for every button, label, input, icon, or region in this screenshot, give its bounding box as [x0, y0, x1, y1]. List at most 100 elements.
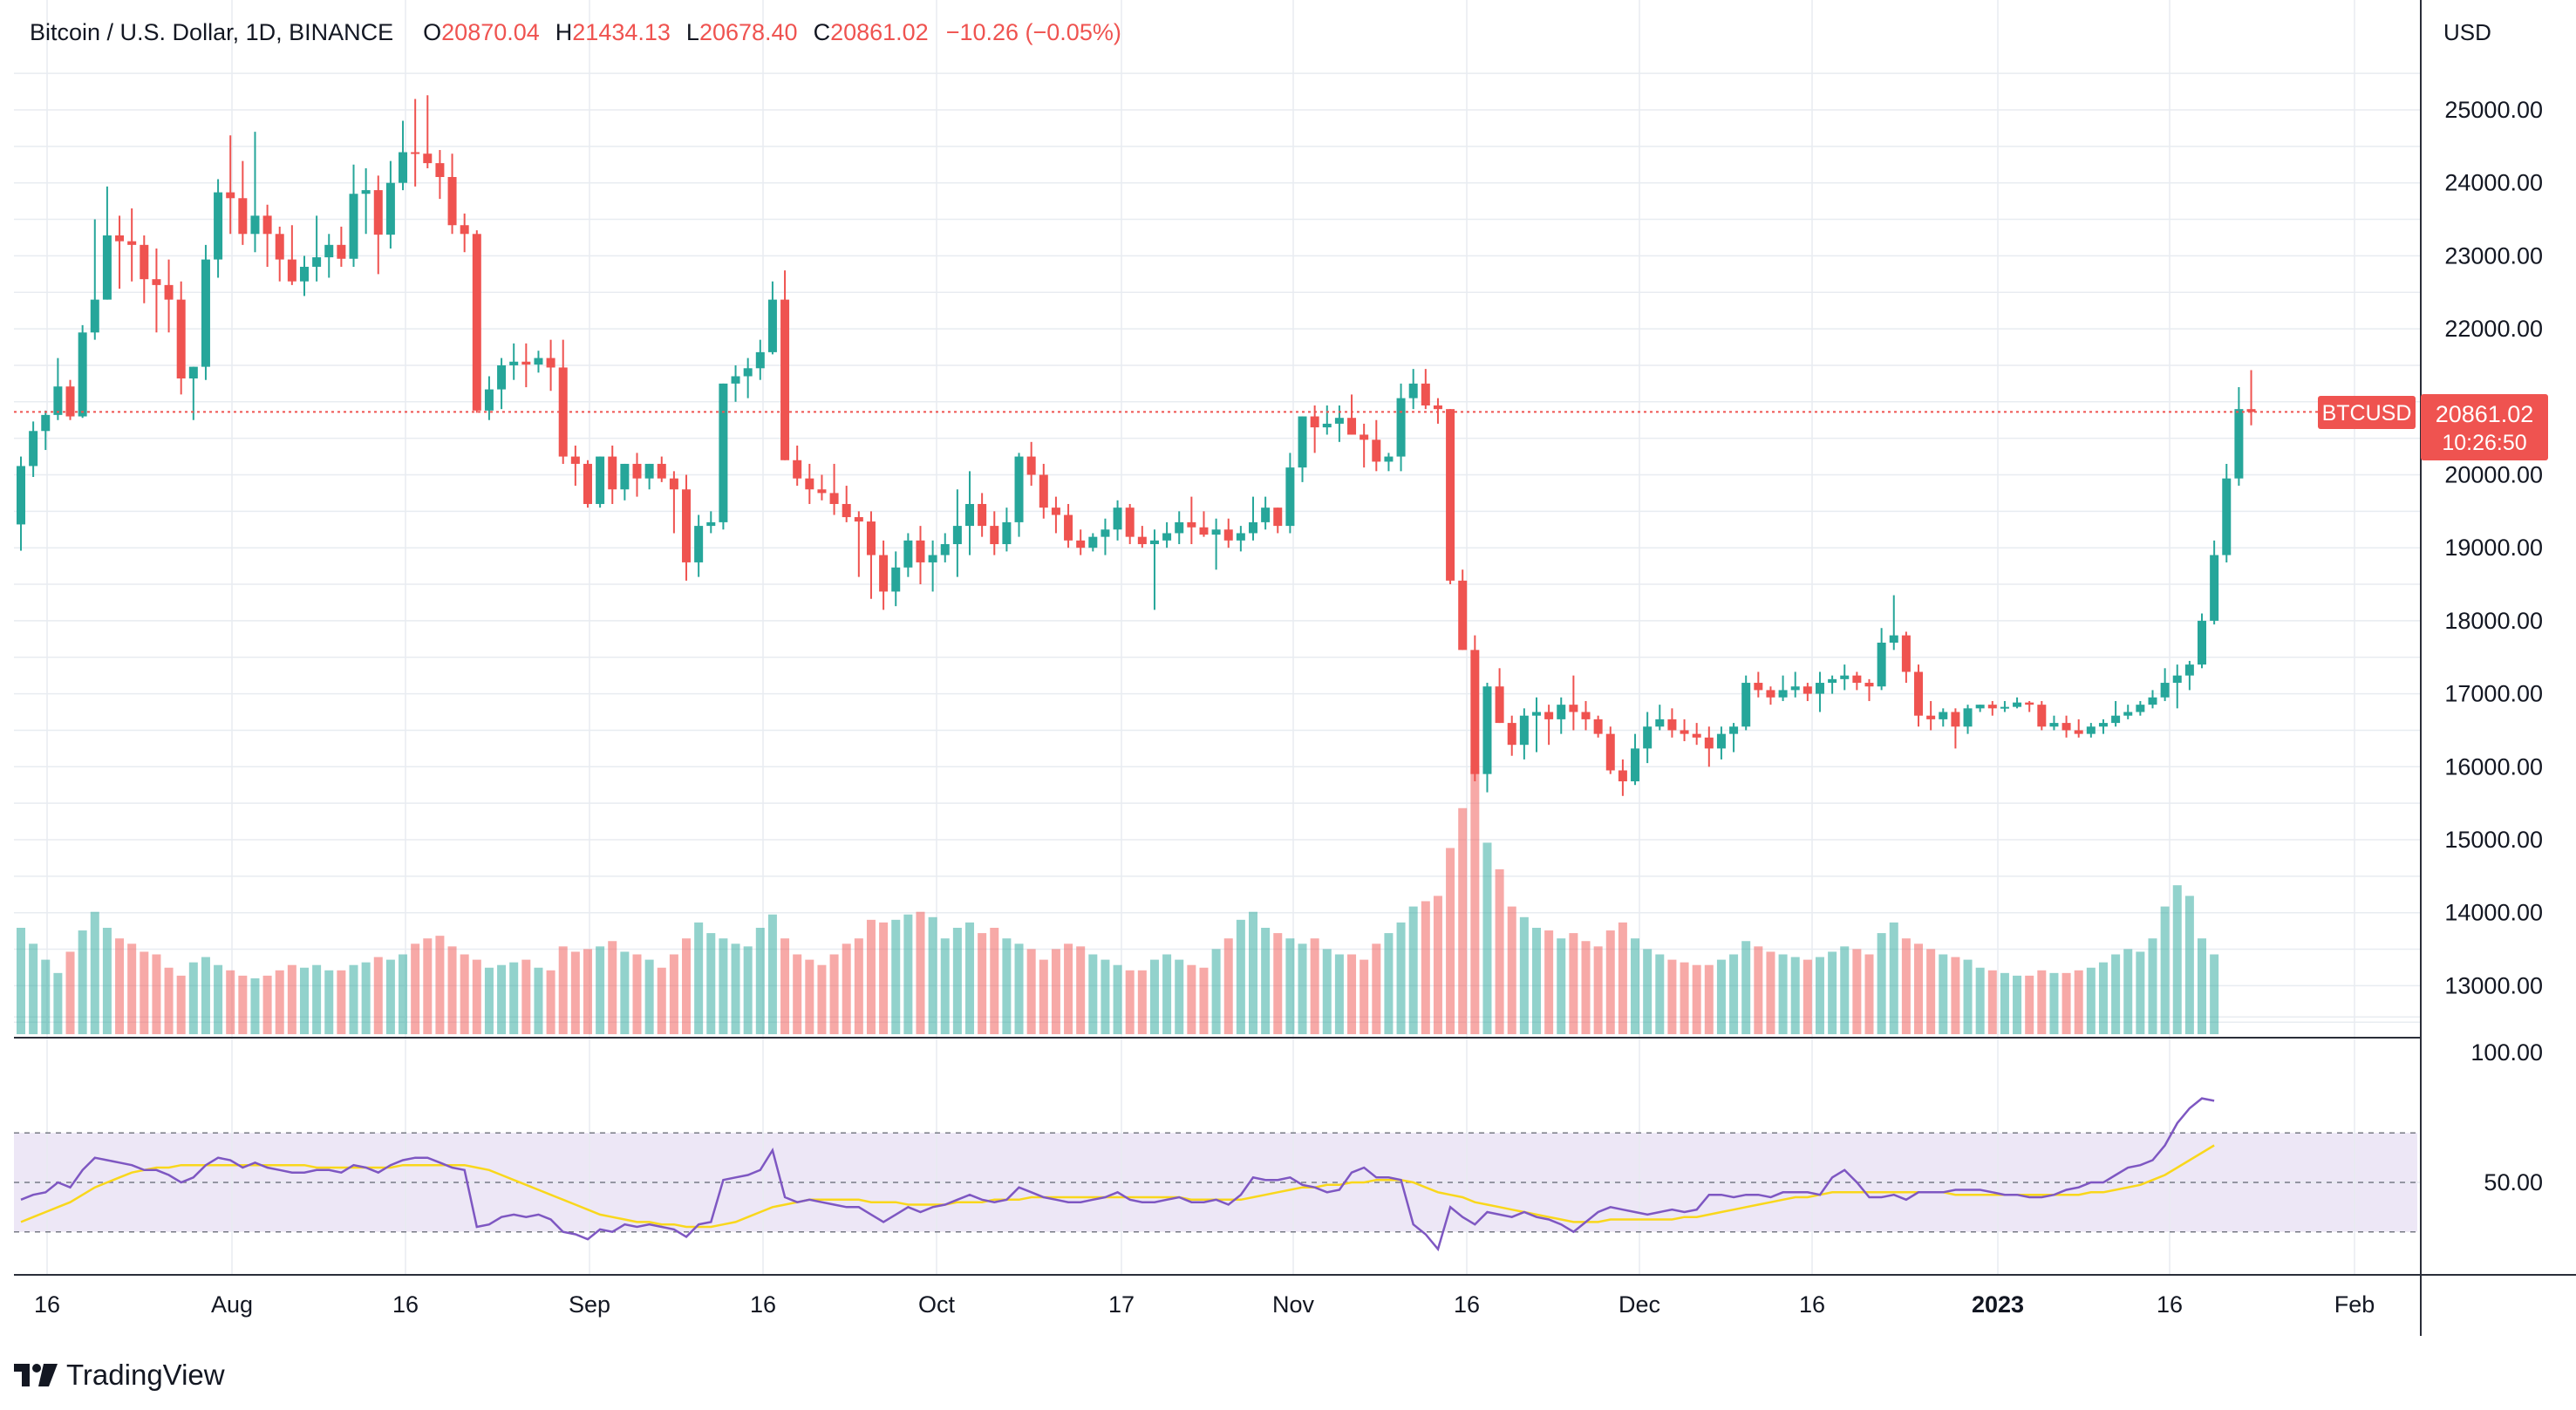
candle-body [1631, 748, 1640, 782]
grid-layer [14, 0, 2421, 1275]
volume-bar [1643, 949, 1653, 1034]
volume-bar [780, 938, 790, 1034]
candle-body [164, 284, 174, 300]
candle-body [1372, 439, 1381, 462]
candle-body [1618, 770, 1627, 782]
candle-body [2098, 723, 2108, 727]
volume-bar [854, 938, 863, 1034]
volume-bar [620, 951, 630, 1034]
candle-body [978, 503, 987, 527]
candle-layer [17, 95, 2256, 796]
price-tick-label: 18000.00 [2444, 608, 2543, 634]
time-tick-label: 16 [1799, 1291, 1825, 1318]
candle-body [558, 367, 568, 457]
candle-body [879, 555, 889, 592]
volume-bar [29, 943, 38, 1034]
volume-bar [2111, 954, 2121, 1034]
candle-body [472, 234, 481, 411]
time-tick-label: Feb [2334, 1291, 2375, 1318]
volume-bar [1754, 946, 1763, 1034]
volume-bar [965, 922, 975, 1034]
volume-bar [411, 943, 420, 1034]
volume-bar [385, 959, 395, 1034]
candle-body [1249, 521, 1257, 534]
candle-body [583, 463, 592, 504]
candle-body [349, 194, 358, 259]
candle-body [201, 259, 210, 367]
volume-bar [2037, 970, 2047, 1034]
volume-bar [17, 928, 25, 1034]
change-value: −10.26 (−0.05%) [945, 19, 1121, 45]
time-tick-label: Aug [211, 1291, 253, 1318]
price-tick-label: 25000.00 [2444, 97, 2543, 123]
volume-bar [1704, 964, 1714, 1034]
candle-body [1199, 527, 1209, 535]
candle-body [411, 152, 420, 154]
candle-body [694, 526, 704, 562]
volume-bar [226, 970, 235, 1034]
candle-body [632, 463, 642, 479]
candle-body [1039, 474, 1048, 508]
volume-bar [2013, 975, 2022, 1034]
candle-body [509, 361, 519, 365]
volume-bar [1162, 954, 1172, 1034]
volume-bar [1889, 922, 1898, 1034]
volume-bar [1360, 959, 1369, 1034]
rsi-layer [20, 1097, 2215, 1252]
candle-body [1285, 467, 1295, 527]
candle-body [767, 299, 777, 352]
volume-bar [743, 946, 753, 1034]
volume-bar [1729, 954, 1739, 1034]
candle-body [2136, 705, 2145, 712]
candle-body [1926, 715, 1936, 719]
candle-body [1828, 678, 1837, 684]
open-value: 20870.04 [441, 19, 540, 45]
volume-bar [1987, 970, 1997, 1034]
volume-bar [1482, 842, 1492, 1034]
time-axis[interactable]: 16 Aug 16 Sep 16 Oct 17 Nov 16 Dec 16 2023 16 Feb [34, 1291, 2375, 1318]
volume-bar [1026, 949, 1036, 1034]
tradingview-logo-icon [14, 1364, 58, 1386]
candle-body [1605, 733, 1615, 771]
candle-body [238, 198, 248, 235]
volume-bar [2025, 975, 2034, 1034]
candle-body [140, 244, 149, 280]
candle-body [1421, 383, 1430, 405]
symbol-title[interactable]: Bitcoin / U.S. Dollar, 1D, BINANCE [30, 19, 394, 45]
rsi-line [20, 1097, 2215, 1252]
volume-bar [1261, 928, 1271, 1034]
tradingview-brand[interactable]: TradingView [14, 1359, 225, 1392]
volume-bar [1236, 919, 1245, 1034]
volume-bar [521, 959, 531, 1034]
candle-body [1803, 686, 1812, 694]
volume-bar [866, 919, 876, 1034]
candle-body [176, 299, 186, 379]
candle-body [460, 225, 469, 235]
volume-bar [1531, 928, 1541, 1034]
candle-body [829, 493, 839, 504]
candle-body [1729, 726, 1739, 734]
volume-bar [176, 975, 186, 1034]
volume-bar [1298, 943, 1307, 1034]
volume-bar [2123, 949, 2133, 1034]
candle-body [719, 383, 728, 522]
rsi-axis[interactable]: 100.00 50.00 [2470, 1039, 2543, 1195]
price-axis[interactable]: USD 25000.00 24000.00 23000.00 22000.00 2000… [2443, 19, 2543, 998]
candle-body [1149, 540, 1159, 545]
price-tick-label: 23000.00 [2444, 242, 2543, 269]
price-tick-label: 22000.00 [2444, 316, 2543, 342]
candle-body [965, 503, 975, 527]
volume-bar [608, 941, 617, 1034]
candle-body [1939, 712, 1948, 719]
candle-body [780, 299, 790, 460]
time-tick-label: 17 [1108, 1291, 1135, 1318]
volume-bar [312, 964, 322, 1034]
volume-bar [1495, 868, 1504, 1034]
volume-bar [1211, 949, 1221, 1034]
candle-body [657, 463, 666, 479]
volume-bar [928, 916, 937, 1034]
candle-body [361, 190, 371, 194]
volume-bar [115, 938, 125, 1034]
candle-body [1298, 416, 1307, 468]
